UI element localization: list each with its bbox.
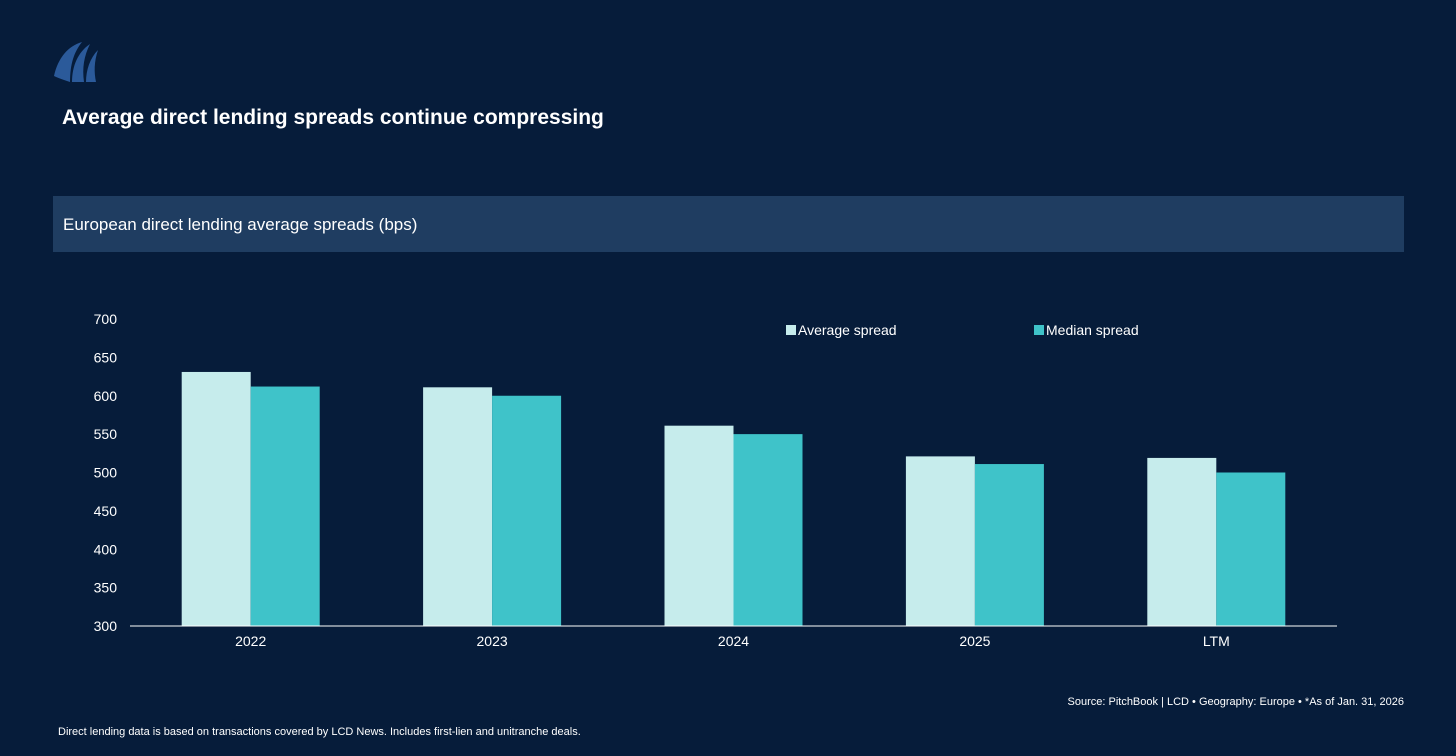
bar-average-spread	[423, 387, 493, 626]
bar-median-spread	[974, 464, 1044, 626]
chart-subtitle-band: European direct lending average spreads …	[53, 196, 1404, 252]
bar-chart: 300 350 400 450 500 550 600 650 700 2022 2023 2024 2…	[94, 311, 1337, 649]
x-tick-label: 2023	[477, 633, 508, 649]
x-tick-label: 2022	[235, 633, 266, 649]
y-tick-label: 700	[94, 311, 118, 327]
bar-average-spread	[664, 425, 734, 626]
x-tick-label: 2025	[959, 633, 990, 649]
y-tick-label: 300	[94, 618, 118, 634]
y-tick-label: 500	[94, 465, 118, 481]
y-tick-label: 450	[94, 503, 118, 519]
bar-median-spread	[250, 386, 320, 626]
y-tick-label: 350	[94, 580, 118, 596]
y-tick-label: 650	[94, 349, 118, 365]
source-note: Source: PitchBook | LCD • Geography: Eur…	[1067, 696, 1404, 708]
legend-swatch	[786, 325, 796, 335]
bar-median-spread	[733, 434, 803, 626]
bar-average-spread	[905, 456, 975, 626]
bar-median-spread	[492, 395, 562, 626]
y-tick-label: 600	[94, 388, 118, 404]
footnote: Direct lending data is based on transact…	[58, 726, 581, 738]
sail-logo-icon	[54, 42, 98, 82]
y-tick-label: 400	[94, 541, 118, 557]
bar-average-spread	[181, 371, 251, 626]
legend-swatch	[1034, 325, 1044, 335]
chart-subtitle: European direct lending average spreads …	[63, 215, 418, 234]
y-tick-label: 550	[94, 426, 118, 442]
legend-label: Average spread	[798, 322, 897, 338]
bar-average-spread	[1147, 457, 1217, 626]
legend-label: Median spread	[1046, 322, 1139, 338]
x-tick-label: 2024	[718, 633, 749, 649]
page-title: Average direct lending spreads continue …	[62, 106, 604, 129]
bar-median-spread	[1216, 472, 1286, 626]
x-tick-label: LTM	[1203, 633, 1230, 649]
